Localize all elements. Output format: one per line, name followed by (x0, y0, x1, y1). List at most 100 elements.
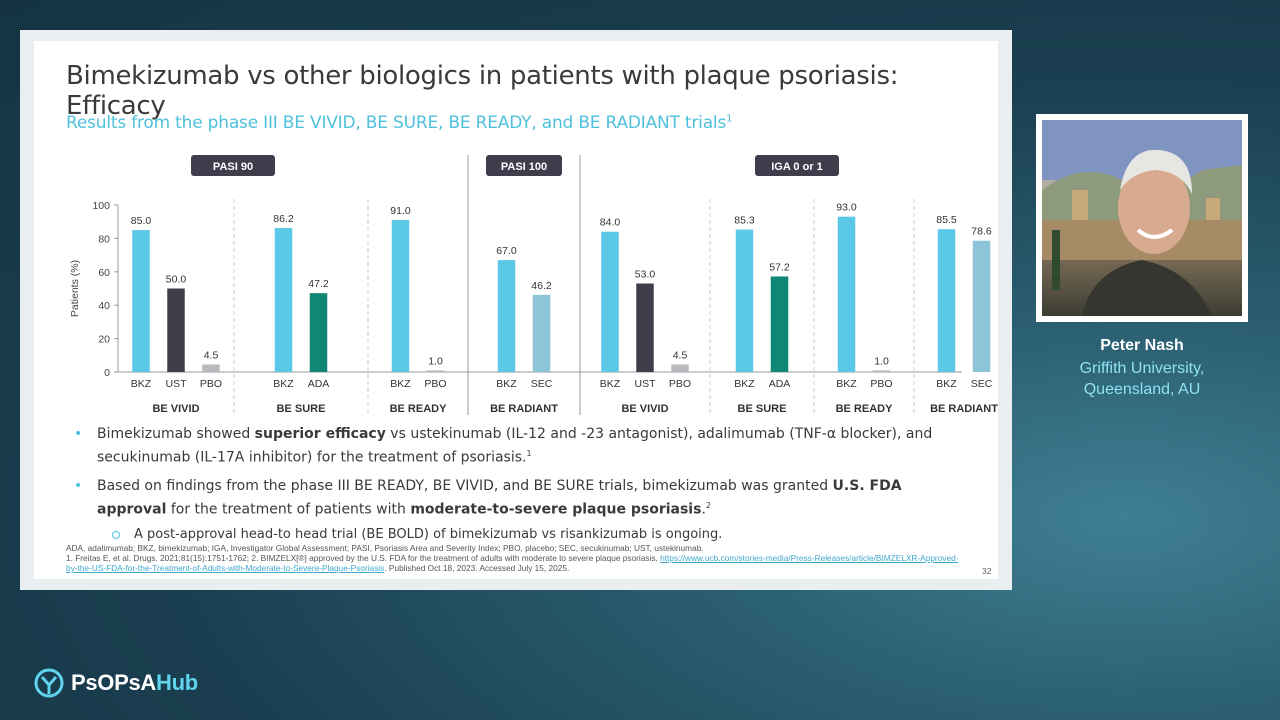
x-tick-label: BKZ (273, 378, 294, 390)
data-label: 4.5 (204, 349, 219, 361)
y-tick-label: 20 (98, 334, 110, 346)
bar-pbo (872, 370, 891, 372)
bullet-2-bold-a: U.S. FDA approval (97, 477, 902, 518)
x-tick-label: PBO (424, 378, 446, 390)
bar-ada (770, 276, 789, 372)
bullet-2-ref: 2 (705, 500, 711, 510)
trial-label: BE RADIANT (490, 403, 558, 415)
sub-bullet-text: A post-approval head-to head trial (BE B… (134, 527, 723, 543)
bullet-1-text-a: Bimekizumab showed (97, 426, 255, 442)
data-label: 67.0 (496, 245, 517, 257)
bar-ust (636, 283, 654, 372)
trial-label: BE RADIANT (930, 403, 998, 415)
y-tick-label: 40 (98, 300, 110, 312)
x-tick-label: ADA (308, 378, 330, 390)
x-tick-label: PBO (669, 378, 691, 390)
slide: Bimekizumab vs other biologics in patien… (34, 41, 998, 579)
brand-logo: PsOPsAHub (33, 667, 198, 699)
x-tick-label: BKZ (131, 378, 152, 390)
hub-logo-icon (34, 668, 64, 698)
trial-label: BE SURE (277, 403, 326, 415)
panel-header-badge (486, 155, 562, 176)
data-label: 78.6 (971, 226, 992, 238)
bar-sec (972, 240, 991, 372)
x-tick-label: BKZ (390, 378, 411, 390)
panel-header-badge (755, 155, 839, 176)
bullet-2-text-b: for the treatment of patients with (166, 501, 411, 518)
bar-bkz (391, 220, 410, 372)
slide-subtitle: Results from the phase III BE VIVID, BE … (66, 113, 732, 133)
x-tick-label: BKZ (496, 378, 517, 390)
brand-name-b: Hub (156, 670, 198, 695)
bullet-2-text-a: Based on findings from the phase III BE … (97, 477, 833, 494)
bullet-list: • Bimekizumab showed superior efficacy vs… (74, 425, 954, 543)
trial-label: BE READY (390, 403, 448, 415)
bullet-1-bold: superior efficacy (254, 426, 386, 442)
x-tick-label: PBO (200, 378, 222, 390)
subtitle-ref: 1 (726, 113, 733, 125)
data-label: 84.0 (600, 217, 621, 229)
affiliation-line-2: Queensland, AU (1083, 381, 1201, 398)
data-label: 85.5 (936, 214, 957, 226)
footnotes: ADA, adalimumab; BKZ, bimekizumab; IGA, … (66, 543, 966, 573)
bar-bkz (735, 229, 754, 372)
data-label: 53.0 (635, 268, 656, 280)
bar-ust (167, 288, 185, 372)
bar-bkz (601, 231, 619, 372)
bar-bkz (274, 228, 293, 372)
data-label: 1.0 (874, 355, 889, 367)
data-label: 85.3 (734, 215, 755, 227)
panel-header-label: PASI 100 (501, 161, 547, 173)
data-label: 85.0 (131, 215, 152, 227)
data-label: 86.2 (273, 213, 294, 225)
y-tick-label: 60 (98, 267, 110, 279)
bar-bkz (837, 216, 856, 372)
bar-pbo (426, 370, 445, 372)
page-number: 32 (982, 566, 992, 576)
speaker-video-frame (1036, 114, 1248, 322)
bar-pbo (671, 364, 689, 372)
panel-header-label: IGA 0 or 1 (771, 161, 823, 173)
trial-label: BE SURE (738, 403, 787, 415)
data-label: 4.5 (673, 349, 688, 361)
bar-bkz (497, 260, 516, 372)
reference-link[interactable]: https://www.ucb.com/stories-media/Press-… (66, 553, 959, 573)
data-label: 46.2 (531, 280, 552, 292)
trial-label: BE VIVID (621, 403, 668, 415)
y-tick-label: 0 (104, 367, 110, 379)
bullet-2: • Based on findings from the phase III BE… (74, 477, 954, 520)
x-tick-label: UST (635, 378, 657, 390)
bullet-dot: • (74, 477, 83, 494)
references: 1. Freitas E, et al. Drugs. 2021;81(15):… (66, 553, 966, 573)
abbreviations: ADA, adalimumab; BKZ, bimekizumab; IGA, … (66, 543, 704, 553)
speaker-name: Peter Nash (1100, 337, 1184, 354)
y-tick-label: 80 (98, 233, 110, 245)
trial-label: BE VIVID (152, 403, 199, 415)
bullet-2-bold-b: moderate-to-severe plaque psoriasis (410, 501, 702, 518)
panel-header-badge (191, 155, 275, 176)
y-axis-title: Patients (%) (69, 260, 81, 317)
bullet-dot: • (74, 426, 83, 442)
bar-bkz (937, 229, 956, 372)
x-tick-label: PBO (870, 378, 892, 390)
circle-bullet-icon (112, 531, 120, 540)
x-tick-label: SEC (531, 378, 553, 390)
reference-text: 1. Freitas E, et al. Drugs. 2021;81(15):… (66, 553, 661, 563)
brand-name-a: PsOPsA (71, 670, 157, 695)
bar-bkz (132, 230, 150, 372)
x-tick-label: BKZ (836, 378, 857, 390)
brand-name: PsOPsAHub (71, 670, 198, 696)
x-tick-label: ADA (769, 378, 791, 390)
subtitle-text: Results from the phase III BE VIVID, BE … (66, 113, 727, 133)
efficacy-bar-chart: 0 20 40 60 80 100 Patients (%) 85.0 BKZ 50.0 UST 4.… (69, 155, 998, 415)
speaker-figure-icon (1042, 120, 1242, 316)
data-label: 93.0 (836, 202, 857, 214)
data-label: 1.0 (428, 355, 443, 367)
slide-title: Bimekizumab vs other biologics in patien… (66, 61, 899, 121)
bar-ada (309, 293, 328, 372)
data-label: 50.0 (166, 274, 187, 286)
x-tick-label: SEC (971, 378, 993, 390)
reference-text-end: . Published Oct 18, 2023. Accessed July … (384, 563, 570, 573)
bullet-1-text-b: vs ustekinumab (IL-12 and -23 antagonist… (97, 426, 933, 466)
x-tick-label: UST (166, 378, 188, 390)
